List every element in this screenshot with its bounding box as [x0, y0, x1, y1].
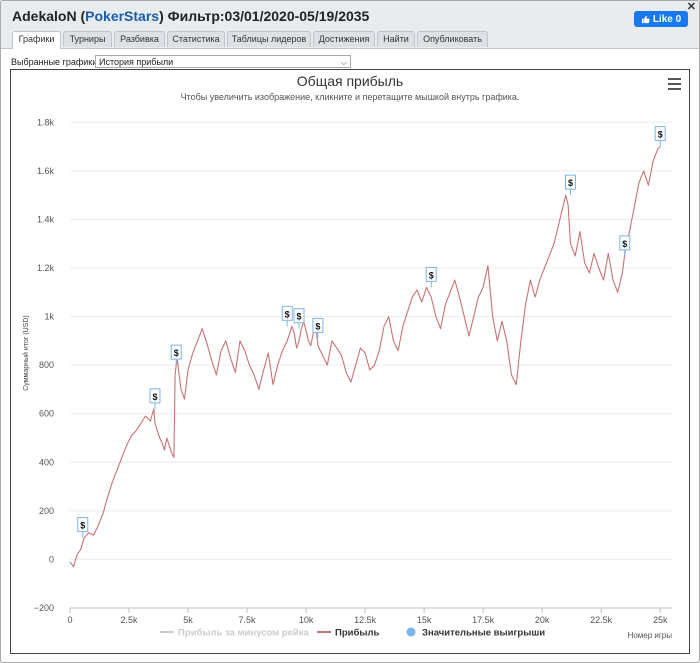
tab-statistics[interactable]: Статистика	[167, 31, 225, 47]
title-bar: AdekaloN (PokerStars) Фильтр:03/01/2020-…	[1, 1, 699, 31]
y-tick-label: 600	[39, 409, 54, 419]
tab-tournaments[interactable]: Турниры	[63, 31, 112, 47]
like-button[interactable]: Like 0	[634, 11, 688, 27]
significant-win-flag[interactable]: $	[170, 344, 182, 366]
x-tick-label: 15k	[417, 615, 432, 625]
window-title: AdekaloN (PokerStars) Фильтр:03/01/2020-…	[12, 8, 370, 24]
x-tick-label: 0	[67, 615, 72, 625]
tab-leaderboards[interactable]: Таблицы лидеров	[227, 31, 311, 47]
svg-text:$: $	[622, 239, 627, 249]
significant-win-flag[interactable]: $	[281, 305, 293, 327]
svg-text:$: $	[568, 178, 573, 188]
svg-text:$: $	[315, 321, 320, 331]
y-tick-label: 1k	[44, 312, 54, 322]
y-axis-title: Суммарный итог (USD)	[22, 315, 30, 391]
svg-text:$: $	[429, 270, 434, 280]
legend-item-label: Прибыль	[335, 628, 379, 639]
x-tick-label: 22.5k	[590, 615, 613, 625]
svg-text:$: $	[152, 392, 157, 402]
svg-text:$: $	[296, 312, 301, 322]
y-tick-label: −200	[34, 603, 54, 613]
significant-win-flag[interactable]: $	[619, 235, 631, 256]
y-tick-label: 1.6k	[37, 166, 55, 176]
y-tick-label: 200	[39, 506, 54, 516]
profit-chart[interactable]: Общая прибыль Чтобы увеличить изображение…	[11, 70, 689, 653]
x-tick-label: 20k	[535, 615, 550, 625]
site-link[interactable]: PokerStars	[85, 8, 160, 24]
significant-win-flag[interactable]: $	[77, 517, 89, 538]
chart-subtitle: Чтобы увеличить изображение, кликните и …	[181, 92, 520, 102]
x-tick-label: 17.5k	[472, 615, 495, 625]
legend-item-label: Значительные выигрыши	[422, 628, 545, 639]
y-tick-label: 1.8k	[37, 117, 55, 127]
significant-win-flag[interactable]: $	[564, 174, 576, 196]
close-icon[interactable]: ✕	[686, 1, 696, 13]
chart-menu-icon[interactable]	[668, 78, 681, 90]
significant-win-flag[interactable]: $	[312, 317, 324, 339]
chart-selector-label: Выбранные графики:	[11, 57, 100, 67]
thumbs-up-icon	[641, 15, 650, 23]
date-filter: Фильтр:03/01/2020-05/19/2035	[167, 8, 370, 24]
significant-win-flag[interactable]: $	[425, 266, 437, 288]
x-tick-label: 12.5k	[354, 615, 377, 625]
svg-text:$: $	[80, 521, 85, 531]
chevron-down-icon: ⌵	[340, 58, 347, 67]
x-axis-title: Номер игры	[628, 631, 673, 640]
tab-charts[interactable]: Графики	[12, 31, 61, 49]
significant-win-flag[interactable]: $	[654, 126, 666, 147]
y-tick-label: 800	[39, 360, 54, 370]
tab-achievements[interactable]: Достижения	[313, 31, 375, 47]
tab-search[interactable]: Найти	[377, 31, 415, 47]
x-tick-label: 10k	[299, 615, 314, 625]
svg-text:$: $	[174, 348, 179, 358]
chart-selector-value: История прибыли	[99, 57, 174, 67]
svg-text:$: $	[285, 309, 290, 319]
x-tick-label: 7.5k	[239, 615, 257, 625]
y-tick-label: 400	[39, 457, 54, 467]
series-line-profit	[69, 146, 661, 568]
tab-breakdown[interactable]: Разбивка	[114, 31, 165, 47]
chart-container[interactable]: Общая прибыль Чтобы увеличить изображение…	[10, 69, 690, 654]
significant-win-flag[interactable]: $	[293, 308, 305, 329]
like-label: Like 0	[652, 13, 682, 25]
x-tick-label: 5k	[183, 615, 193, 625]
y-tick-label: 1.2k	[37, 263, 55, 273]
x-tick-label: 2.5k	[121, 615, 139, 625]
svg-text:$: $	[658, 130, 663, 140]
y-tick-label: 0	[49, 554, 54, 564]
player-name: AdekaloN	[12, 8, 77, 24]
legend-item-label: Прибыль за минусом рейка	[178, 628, 309, 639]
legend-symbol[interactable]	[406, 627, 416, 637]
chart-title: Общая прибыль	[297, 73, 403, 89]
significant-win-flag[interactable]: $	[149, 388, 161, 409]
y-tick-label: 1.4k	[37, 214, 55, 224]
tab-publish[interactable]: Опубликовать	[417, 31, 488, 47]
chart-selector[interactable]: История прибыли ⌵	[95, 55, 351, 68]
tab-bar: Графики Турниры Разбивка Статистика Табл…	[1, 31, 699, 49]
x-tick-label: 25k	[653, 615, 668, 625]
